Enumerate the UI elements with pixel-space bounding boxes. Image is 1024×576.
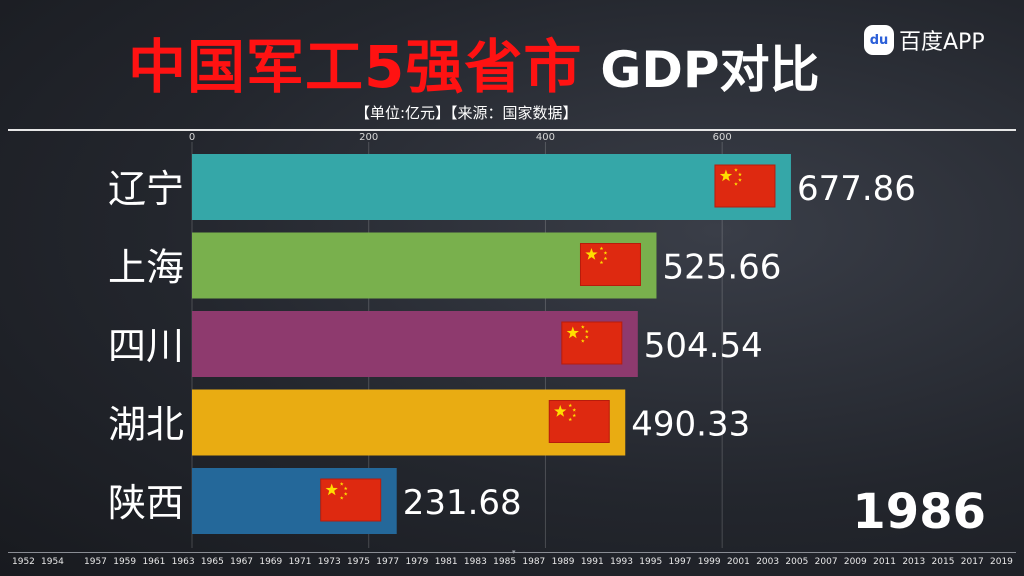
timeline-year-label[interactable]: 1987 <box>522 557 546 567</box>
timeline-cursor-icon[interactable]: ▾ <box>512 548 516 556</box>
timeline-year-label[interactable]: 1959 <box>113 557 137 567</box>
timeline-year-label[interactable]: 1985 <box>493 557 517 567</box>
china-flag-icon <box>548 400 610 443</box>
timeline-year-label[interactable]: 1971 <box>288 557 312 567</box>
timeline-year-label[interactable]: 1963 <box>171 557 195 567</box>
timeline-year-label[interactable]: 1952 <box>12 557 35 567</box>
value-label: 490.33 <box>631 405 750 445</box>
timeline-year-label[interactable]: 1969 <box>259 557 283 567</box>
timeline-year-label[interactable]: 2005 <box>785 557 809 567</box>
x-tick-label: 600 <box>713 132 732 143</box>
bar <box>192 232 657 299</box>
timeline-labels: 1952 1954 1957 1959 1961 1963 1965 1967 1969 1971… <box>0 557 1024 571</box>
timeline-year-label[interactable]: 2007 <box>814 557 838 567</box>
timeline-year-label[interactable]: 1999 <box>697 557 721 567</box>
timeline-year-label[interactable]: 2009 <box>843 557 867 567</box>
china-flag-icon <box>714 164 776 208</box>
baidu-app-watermark: du 百度APP <box>864 24 985 56</box>
category-label: 辽宁 <box>108 167 184 211</box>
category-label: 四川 <box>108 324 184 368</box>
category-label: 上海 <box>108 246 184 290</box>
timeline-year-label[interactable]: 1954 <box>41 557 64 567</box>
china-flag-icon <box>320 478 382 522</box>
value-label: 677.86 <box>797 169 916 209</box>
timeline-year-label[interactable]: 1961 <box>142 557 166 567</box>
brand-label: 百度APP <box>899 30 985 55</box>
x-tick-label: 0 <box>189 132 195 143</box>
timeline-year-label[interactable]: 1965 <box>200 557 224 567</box>
timeline-year-label[interactable]: 1989 <box>551 557 575 567</box>
timeline-year-label[interactable]: 1973 <box>317 557 341 567</box>
title-suffix: GDP对比 <box>600 41 820 99</box>
timeline-year-label[interactable]: 2019 <box>990 557 1013 567</box>
timeline-year-label[interactable]: 1967 <box>230 557 254 567</box>
timeline-year-label[interactable]: 1975 <box>347 557 370 567</box>
timeline-year-label[interactable]: 1981 <box>434 557 458 567</box>
timeline-year-label[interactable]: 1979 <box>405 557 429 567</box>
timeline-year-label[interactable]: 2015 <box>931 557 955 567</box>
timeline-year-label[interactable]: 1983 <box>463 557 487 567</box>
timeline-year-label[interactable]: 1991 <box>580 557 604 567</box>
value-label: 231.68 <box>403 483 522 523</box>
timeline-track <box>8 552 1016 553</box>
timeline-year-label[interactable]: 1977 <box>376 557 400 567</box>
chart-title: 中国军工5强省市 GDP对比 <box>128 20 820 101</box>
timeline-year-label[interactable]: 2013 <box>902 557 926 567</box>
timeline-year-label[interactable]: 2003 <box>756 557 780 567</box>
china-flag-icon <box>561 321 623 365</box>
value-label: 504.54 <box>644 326 763 366</box>
timeline-year-label[interactable]: 1995 <box>639 557 663 567</box>
china-flag-icon <box>579 243 641 286</box>
x-tick-label: 400 <box>536 132 555 143</box>
value-label: 525.66 <box>662 248 781 288</box>
baidu-paw-icon: du <box>864 25 894 55</box>
timeline-year-label[interactable]: 2011 <box>873 557 896 567</box>
chart-subtitle: 【单位:亿元】【来源：国家数据】 <box>355 104 578 122</box>
current-year-label: 1986 <box>852 484 986 540</box>
timeline-year-label[interactable]: 1957 <box>84 557 107 567</box>
title-main: 中国军工5强省市 <box>128 33 583 101</box>
category-label: 陕西 <box>108 481 184 525</box>
title-divider <box>8 129 1016 131</box>
timeline-year-label[interactable]: 2017 <box>960 557 984 567</box>
bar-chart: 0 200 400 600 辽宁 677.86 上海 525.66 四川 504.54 湖北 490.… <box>108 132 916 548</box>
category-label: 湖北 <box>108 403 184 447</box>
bar <box>192 154 791 220</box>
year-timeline[interactable]: ▾ 1952 1954 1957 1959 1961 1963 1965 1967 1969 19… <box>0 548 1024 576</box>
x-tick-label: 200 <box>359 132 378 143</box>
timeline-year-label[interactable]: 1993 <box>610 557 633 567</box>
timeline-year-label[interactable]: 2001 <box>726 557 750 567</box>
timeline-year-label[interactable]: 1997 <box>668 557 692 567</box>
